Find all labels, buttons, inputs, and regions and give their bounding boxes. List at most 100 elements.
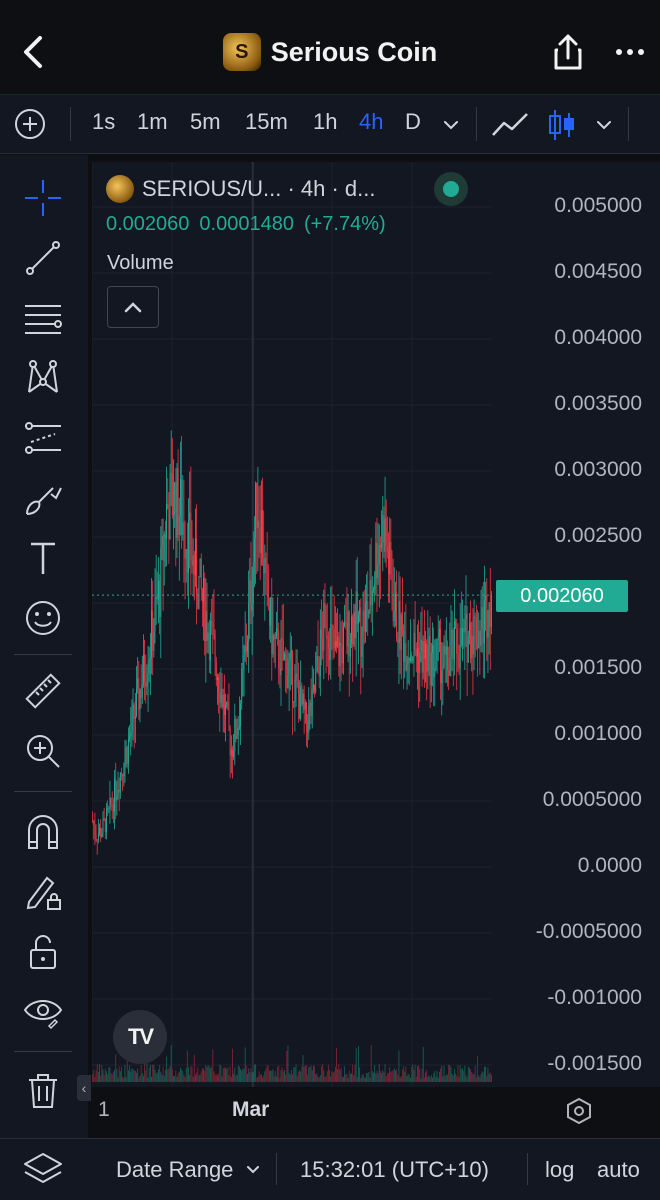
volume-bar: [100, 1075, 102, 1082]
volume-bar: [205, 1065, 207, 1082]
candle-body: [103, 818, 105, 820]
brush-icon: [26, 487, 62, 515]
volume-bar: [146, 1052, 148, 1082]
symbol-legend[interactable]: SERIOUS/U... · 4h · d...: [106, 172, 376, 206]
volume-bar: [182, 1071, 184, 1082]
candle-body: [456, 628, 458, 654]
magnet-tool[interactable]: [21, 810, 65, 854]
candlestick-chart[interactable]: [92, 162, 660, 1087]
candle-body: [425, 643, 426, 659]
candle-body: [211, 621, 213, 624]
log-scale-toggle[interactable]: log: [545, 1157, 575, 1182]
candle-body: [138, 678, 140, 710]
date-range-button[interactable]: Date Range: [116, 1157, 234, 1182]
timezone-clock[interactable]: 15:32:01 (UTC+10): [300, 1157, 489, 1182]
candle-body: [377, 564, 379, 579]
candle-body: [330, 623, 332, 661]
dot-icon: [638, 49, 644, 55]
volume-bar: [134, 1070, 136, 1082]
chevron-down-icon[interactable]: [244, 1161, 262, 1179]
market-status-icon[interactable]: [434, 172, 468, 206]
interval-d[interactable]: D: [405, 109, 421, 134]
volume-bar: [324, 1076, 326, 1082]
hide-drawings-tool[interactable]: [21, 990, 65, 1034]
bottom-bar: Date Range 15:32:01 (UTC+10) log auto: [0, 1138, 660, 1200]
interval-1h[interactable]: 1h: [313, 109, 338, 134]
volume-indicator-label[interactable]: Volume: [107, 252, 174, 274]
candle-body: [376, 542, 378, 579]
candle-body: [179, 479, 181, 516]
pattern-tool[interactable]: [21, 356, 65, 400]
trend-line-tool[interactable]: [21, 236, 65, 280]
candle-body: [381, 543, 383, 548]
volume-bar: [201, 1068, 203, 1082]
volume-bar: [362, 1073, 364, 1082]
candle-body: [414, 632, 416, 650]
volume-bar: [368, 1071, 370, 1082]
candle-body: [319, 629, 321, 677]
tradingview-logo[interactable]: TV: [113, 1010, 167, 1064]
candle-chart-type-button[interactable]: [546, 107, 578, 148]
line-chart-type-button[interactable]: [490, 109, 530, 146]
interval-1s[interactable]: 1s: [92, 109, 116, 134]
volume-bar: [486, 1075, 488, 1082]
candle-body: [145, 681, 147, 687]
text-tool[interactable]: [21, 536, 65, 580]
chart-settings-button[interactable]: [564, 1096, 594, 1126]
candle-body: [316, 655, 318, 672]
volume-bar: [389, 1067, 391, 1082]
measure-tool[interactable]: [21, 669, 65, 713]
interval-4h[interactable]: 4h: [359, 109, 384, 134]
candle-body: [473, 616, 475, 655]
candle-body: [378, 545, 380, 565]
back-button[interactable]: [14, 30, 54, 74]
candle-body: [234, 719, 236, 751]
lock-drawings-tool[interactable]: [21, 930, 65, 974]
candle-body: [430, 652, 432, 686]
volume-bar: [264, 1071, 266, 1082]
interval-15m[interactable]: 15m: [245, 109, 288, 134]
remove-drawings-tool[interactable]: [21, 1069, 65, 1113]
candle-body: [434, 667, 436, 678]
candle-body: [371, 590, 373, 606]
share-button[interactable]: [548, 30, 588, 74]
prediction-tool[interactable]: [21, 416, 65, 460]
zoom-tool[interactable]: [21, 729, 65, 773]
candle-body: [278, 631, 280, 669]
interval-1m[interactable]: 1m: [137, 109, 168, 134]
candle-body: [478, 630, 480, 648]
volume-bar: [459, 1065, 461, 1082]
volume-bar: [139, 1075, 141, 1082]
price-axis-label: 0.002500: [554, 524, 642, 547]
candle-body: [416, 647, 418, 657]
brush-tool[interactable]: [21, 476, 65, 520]
collapse-tools-button[interactable]: ‹: [77, 1075, 91, 1101]
volume-bar: [245, 1065, 247, 1082]
candle-body: [207, 632, 209, 641]
volume-bar: [475, 1077, 477, 1082]
add-indicator-button[interactable]: [14, 108, 46, 145]
candle-body: [125, 747, 127, 759]
candle-body: [124, 758, 126, 775]
candle-body: [196, 538, 198, 595]
fib-retracement-tool[interactable]: [21, 296, 65, 340]
volume-bar: [308, 1067, 310, 1082]
stay-in-drawing-mode-tool[interactable]: [21, 870, 65, 914]
volume-bar: [162, 1066, 164, 1082]
volume-bar: [177, 1073, 179, 1082]
chart-type-dropdown-button[interactable]: [593, 115, 615, 140]
object-tree-button[interactable]: [22, 1150, 64, 1195]
interval-dropdown-button[interactable]: [440, 115, 462, 140]
chart-pane[interactable]: [92, 162, 660, 1087]
more-options-button[interactable]: [610, 30, 650, 74]
volume-bar: [464, 1065, 466, 1082]
crosshair-tool[interactable]: [21, 176, 65, 220]
auto-scale-toggle[interactable]: auto: [597, 1157, 640, 1182]
emoji-tool[interactable]: [21, 596, 65, 640]
volume-bar: [352, 1064, 354, 1082]
candle-body: [363, 610, 365, 632]
volume-bar: [305, 1065, 307, 1082]
interval-5m[interactable]: 5m: [190, 109, 221, 134]
collapse-indicators-button[interactable]: [107, 286, 159, 328]
candle-body: [208, 632, 210, 661]
